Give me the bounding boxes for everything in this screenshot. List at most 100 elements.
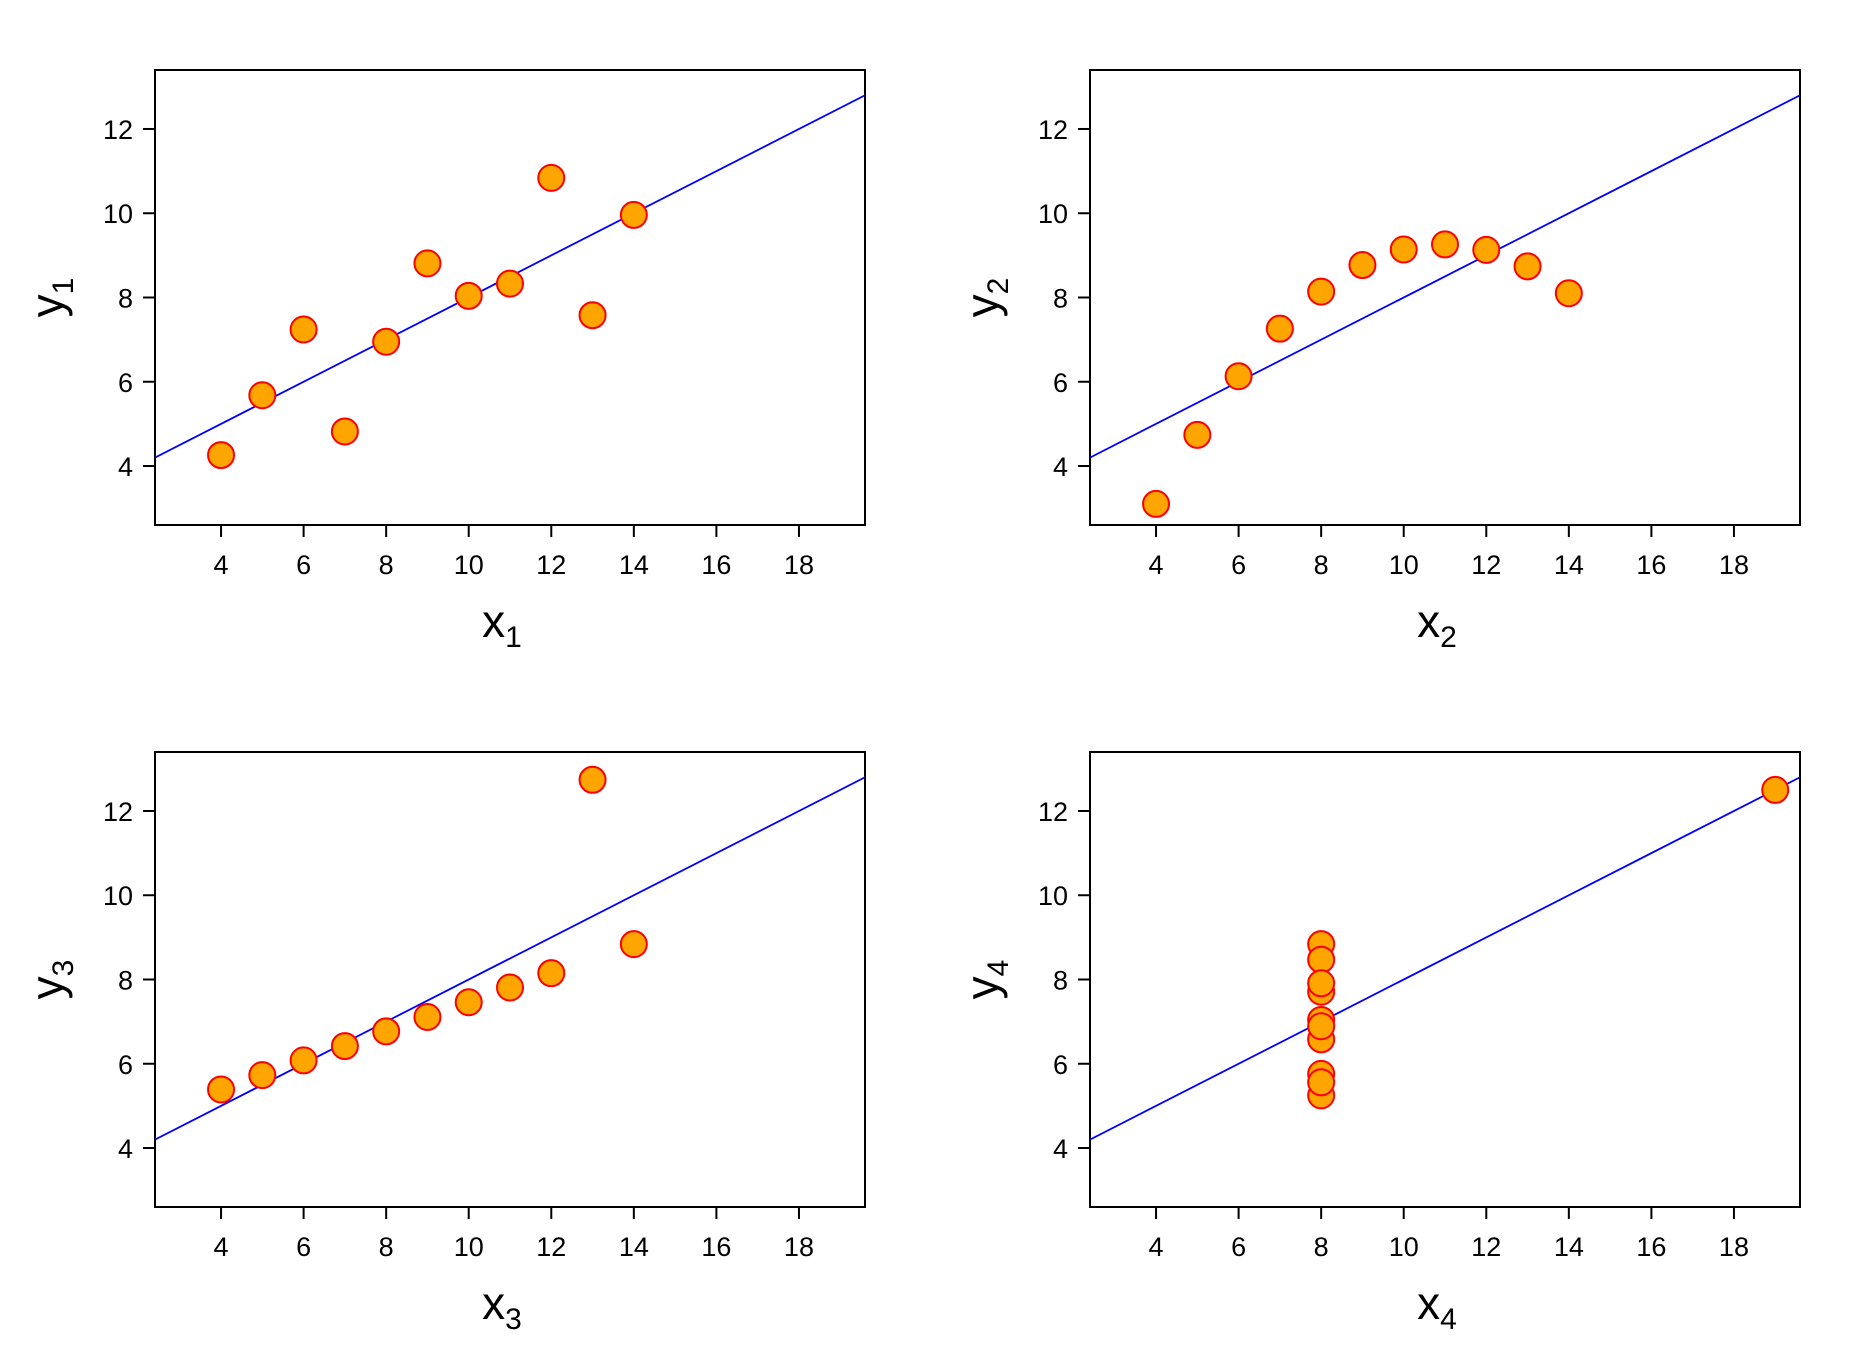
x-tick-label: 14 — [1554, 1232, 1584, 1262]
data-point — [289, 1046, 318, 1075]
data-point — [1389, 235, 1418, 264]
y-axis-title: y4 — [956, 960, 1015, 1000]
data-point — [372, 1017, 401, 1046]
x-tick-label: 12 — [536, 550, 566, 580]
y-axis-title: y1 — [21, 278, 80, 318]
data-point — [1307, 1068, 1336, 1097]
x-tick-label: 16 — [1636, 1232, 1666, 1262]
x-tick-label: 14 — [619, 1232, 649, 1262]
x-tick-label: 6 — [296, 1232, 311, 1262]
x-tick-label: 6 — [1231, 1232, 1246, 1262]
data-point — [578, 301, 607, 330]
y-tick-label: 12 — [103, 797, 133, 827]
x-tick-label: 8 — [1314, 550, 1329, 580]
y-tick-label: 6 — [1053, 368, 1068, 398]
x-tick-label: 8 — [379, 1232, 394, 1262]
x-axis-title: x2 — [1417, 595, 1457, 654]
y-tick-label: 10 — [103, 881, 133, 911]
x-tick-label: 10 — [454, 550, 484, 580]
x-axis-title-subscript: 4 — [1440, 1303, 1457, 1336]
data-point — [413, 1002, 442, 1031]
y-axis-title: y2 — [956, 278, 1015, 318]
regression-line — [1090, 776, 1800, 1141]
x-axis-title-main: x — [482, 1277, 505, 1329]
y-axis-title-subscript: 4 — [982, 960, 1015, 977]
plot-frame — [1089, 69, 1801, 526]
x-axis-title: x3 — [482, 1277, 522, 1336]
data-point — [1554, 279, 1583, 308]
data-point — [1307, 277, 1336, 306]
data-point — [619, 930, 648, 959]
data-point — [1183, 420, 1212, 449]
x-tick-label: 4 — [1149, 550, 1164, 580]
y-tick-label: 10 — [1038, 881, 1068, 911]
y-tick-label: 12 — [1038, 115, 1068, 145]
y-axis-title-subscript: 1 — [47, 278, 80, 295]
data-point — [207, 1075, 236, 1104]
y-tick-label: 10 — [103, 199, 133, 229]
y-tick-label: 8 — [118, 966, 133, 996]
data-point — [1513, 252, 1542, 281]
x-tick-label: 8 — [379, 550, 394, 580]
data-point — [1761, 775, 1790, 804]
data-point — [1472, 235, 1501, 264]
x-tick-label: 12 — [1471, 550, 1501, 580]
x-tick-label: 16 — [701, 1232, 731, 1262]
y-axis-title-subscript: 2 — [982, 278, 1015, 295]
y-tick-label: 8 — [118, 284, 133, 314]
y-tick-label: 4 — [118, 452, 133, 482]
x-tick-label: 4 — [214, 550, 229, 580]
data-point — [1431, 230, 1459, 259]
y-axis-title: y3 — [21, 960, 80, 1000]
x-tick-label: 18 — [1719, 1232, 1749, 1262]
data-point — [1265, 314, 1294, 343]
data-point — [537, 163, 566, 192]
data-point — [207, 441, 236, 470]
data-point — [1307, 969, 1336, 998]
data-point — [619, 200, 648, 229]
x-tick-label: 16 — [1636, 550, 1666, 580]
y-axis-title-main: y — [21, 294, 73, 317]
x-tick-label: 18 — [784, 550, 814, 580]
x-tick-label: 4 — [1149, 1232, 1164, 1262]
data-point — [330, 1032, 359, 1061]
x-axis-title-main: x — [1417, 1277, 1440, 1329]
data-point — [1307, 1012, 1336, 1041]
y-tick-label: 4 — [1053, 1134, 1068, 1164]
x-tick-label: 10 — [1389, 550, 1419, 580]
x-tick-label: 10 — [1389, 1232, 1419, 1262]
y-axis-title-main: y — [956, 976, 1008, 999]
plot-frame — [1089, 751, 1801, 1208]
x-tick-label: 10 — [454, 1232, 484, 1262]
y-tick-label: 6 — [118, 1050, 133, 1080]
x-tick-label: 12 — [536, 1232, 566, 1262]
data-point — [496, 973, 524, 1002]
y-tick-label: 12 — [103, 115, 133, 145]
x-tick-label: 18 — [1719, 550, 1749, 580]
data-point — [289, 315, 318, 344]
data-point — [372, 327, 401, 356]
x-tick-label: 16 — [701, 550, 731, 580]
y-tick-label: 12 — [1038, 797, 1068, 827]
x-tick-label: 6 — [296, 550, 311, 580]
y-tick-label: 6 — [118, 368, 133, 398]
x-tick-label: 18 — [784, 1232, 814, 1262]
y-tick-label: 8 — [1053, 966, 1068, 996]
x-tick-label: 4 — [214, 1232, 229, 1262]
x-tick-label: 6 — [1231, 550, 1246, 580]
x-axis-title-subscript: 2 — [1440, 621, 1457, 654]
y-tick-label: 4 — [1053, 452, 1068, 482]
x-axis-title-main: x — [482, 595, 505, 647]
data-point — [454, 988, 483, 1017]
x-tick-label: 14 — [619, 550, 649, 580]
data-point — [248, 1061, 277, 1090]
y-tick-label: 6 — [1053, 1050, 1068, 1080]
data-point — [413, 249, 442, 278]
y-axis-title-main: y — [21, 976, 73, 999]
x-axis-title: x1 — [482, 595, 522, 654]
x-tick-label: 8 — [1314, 1232, 1329, 1262]
regression-line — [1090, 94, 1800, 459]
